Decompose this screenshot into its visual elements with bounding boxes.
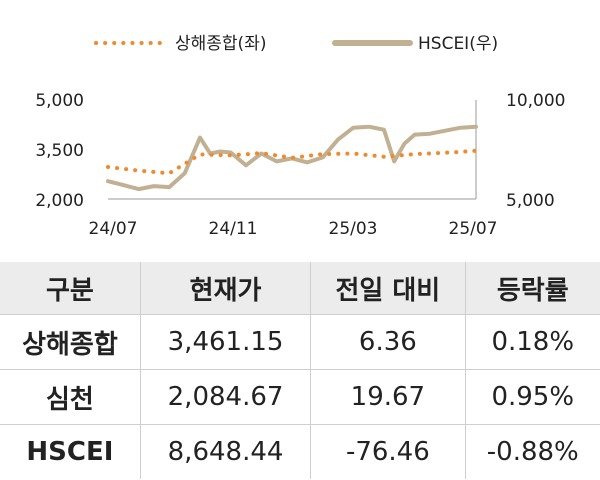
legend-label-hscei: HSCEI(우)	[418, 34, 498, 54]
series-layer	[106, 124, 478, 192]
current-price: 2,084.67	[140, 369, 312, 425]
day-change: 19.67	[310, 369, 466, 425]
index-name: HSCEI	[0, 424, 141, 479]
table-row: 상해종합 3,461.15 6.36 0.18%	[0, 314, 600, 370]
x-tick: 24/07	[89, 219, 138, 239]
table-row: 심천 2,084.67 19.67 0.95%	[0, 369, 600, 425]
x-tick: 25/03	[329, 219, 378, 239]
chart-legend: 상해종합(좌) HSCEI(우)	[94, 34, 498, 54]
day-change: -76.46	[310, 424, 466, 479]
current-price: 3,461.15	[140, 314, 312, 370]
y-left-tick: 3,500	[35, 141, 84, 161]
change-rate: 0.18%	[465, 314, 600, 370]
series-line-shanghai	[106, 148, 478, 176]
y-left-tick: 5,000	[35, 91, 84, 111]
y-right-tick: 10,000	[506, 91, 565, 111]
column-header: 현재가	[140, 262, 312, 315]
index-name: 심천	[0, 369, 141, 425]
y-left-tick: 2,000	[35, 191, 84, 211]
legend-label-shanghai: 상해종합(좌)	[175, 34, 266, 54]
y-right-tick: 5,000	[506, 191, 555, 211]
x-tick: 24/11	[209, 219, 258, 239]
current-price: 8,648.44	[140, 424, 312, 479]
quote-table: 구분 현재가 전일 대비 등락률 상해종합 3,461.15 6.36 0.18…	[0, 262, 600, 479]
index-name: 상해종합	[0, 314, 141, 370]
day-change: 6.36	[310, 314, 466, 370]
change-rate: -0.88%	[465, 424, 600, 479]
column-header: 구분	[0, 262, 141, 315]
column-header: 등락률	[465, 262, 600, 315]
index-line-chart: 상해종합(좌) HSCEI(우) 5,000 3,500 2,000 10,00…	[35, 34, 565, 239]
table-header-row: 구분 현재가 전일 대비 등락률	[0, 262, 600, 315]
x-tick: 25/07	[449, 219, 498, 239]
column-header: 전일 대비	[310, 262, 466, 315]
table-row: HSCEI 8,648.44 -76.46 -0.88%	[0, 424, 600, 479]
change-rate: 0.95%	[465, 369, 600, 425]
